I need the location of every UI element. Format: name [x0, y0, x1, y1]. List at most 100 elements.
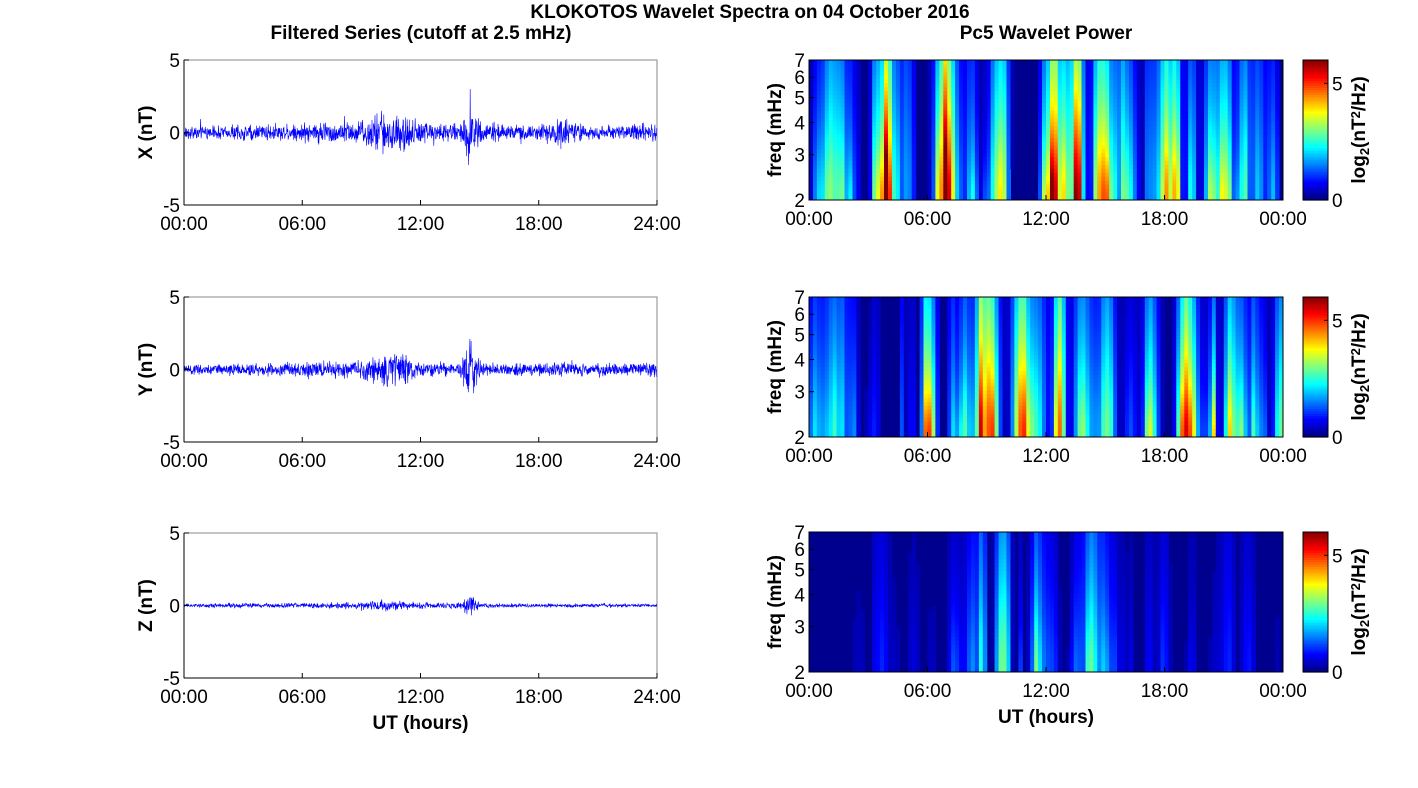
- spectrum-cell: [907, 122, 913, 127]
- spectrum-cell: [1271, 149, 1276, 154]
- spectrum-cell: [1219, 114, 1225, 119]
- colorbar-cell: [1303, 76, 1328, 80]
- spectrum-cell: [809, 188, 814, 193]
- spectrum-cell: [1057, 110, 1063, 116]
- spectrum-cell: [813, 180, 818, 186]
- spectrum-cell: [1109, 71, 1114, 77]
- spectrum-cell: [1061, 180, 1067, 186]
- spectrum-cell: [1255, 122, 1260, 127]
- spectrum-cell: [947, 165, 952, 170]
- spectrum-cell: [1156, 192, 1162, 197]
- spectrum-cell: [907, 157, 913, 162]
- spectrum-cell: [923, 409, 928, 415]
- spectrum-cell: [1105, 122, 1110, 127]
- spectrum-cell: [1069, 157, 1075, 162]
- spectrum-cell: [1156, 180, 1162, 186]
- spectrum-cell: [1081, 75, 1086, 81]
- spectrum-cell: [872, 184, 877, 189]
- spectrum-cell: [1101, 79, 1106, 84]
- spectrum-cell: [911, 297, 917, 302]
- spectrum-cell: [1042, 130, 1047, 135]
- spectrum-cell: [809, 110, 814, 116]
- spectrum-cell: [816, 196, 822, 200]
- spectrum-cell: [828, 172, 834, 178]
- spectrum-cell: [1211, 122, 1217, 127]
- spectrum-cell: [1006, 98, 1011, 104]
- colorbar-cell: [1303, 132, 1328, 136]
- spectrum-cell: [1077, 161, 1083, 166]
- spectrum-cell: [963, 149, 968, 154]
- spectrum-cell: [1263, 98, 1268, 104]
- spectrum-cell: [872, 339, 877, 345]
- spectrum-cell: [955, 118, 960, 123]
- spectrum-cell: [872, 355, 877, 360]
- spectrum-cell: [848, 161, 853, 166]
- spectrum-cell: [1061, 196, 1067, 200]
- spectrum-cell: [1196, 188, 1201, 193]
- spectrum-cell: [1231, 71, 1237, 77]
- spectrum-cell: [1105, 102, 1110, 108]
- spectrum-cell: [1132, 71, 1138, 77]
- spectrum-cell: [1239, 75, 1244, 81]
- spectrum-cell: [1069, 79, 1075, 84]
- spectrum-cell: [824, 363, 830, 368]
- spectrum-cell: [1156, 83, 1162, 88]
- spectrum-cell: [832, 98, 838, 104]
- spectrum-cell: [1200, 71, 1205, 77]
- spectrum-cell: [974, 192, 980, 197]
- spectrum-cell: [1038, 75, 1043, 81]
- spectrum-cell: [1235, 95, 1241, 100]
- spectrum-cell: [1065, 83, 1071, 88]
- spectrum-cell: [876, 425, 881, 430]
- spectrum-cell: [872, 60, 877, 65]
- spectrum-cell: [1132, 60, 1138, 65]
- spectrum-cell: [1227, 165, 1233, 170]
- spectrum-cell: [1129, 176, 1134, 182]
- spectrum-cell: [1010, 95, 1015, 100]
- spectrum-cell: [1006, 110, 1011, 116]
- spectrum-cell: [852, 347, 857, 353]
- spectrum-cell: [986, 60, 992, 65]
- spectrum-cell: [824, 188, 830, 193]
- spectrum-cell: [1129, 184, 1134, 189]
- spectrum-cell: [876, 413, 881, 419]
- spectrum-cell: [1010, 110, 1015, 116]
- spectrum-cell: [836, 106, 842, 112]
- spectrum-cell: [911, 91, 917, 96]
- spectrum-cell: [1105, 63, 1110, 69]
- spectrum-cell: [1089, 161, 1094, 166]
- spectrum-cell: [1223, 67, 1229, 73]
- spectrum-cell: [1065, 149, 1071, 154]
- spectrum-cell: [927, 188, 932, 193]
- spectrum-cell: [1105, 130, 1110, 135]
- spectrum-cell: [1255, 165, 1260, 170]
- spectrum-cell: [832, 106, 838, 112]
- spectrum-cell: [876, 351, 881, 356]
- spectrum-cell: [820, 335, 826, 341]
- spectrum-cell: [994, 91, 1000, 96]
- spectrum-cell: [1164, 122, 1169, 127]
- spectrum-cell: [1172, 110, 1177, 116]
- spectrum-cell: [998, 98, 1004, 104]
- spectrum-cell: [978, 67, 984, 73]
- spectrum-cell: [832, 328, 838, 333]
- spectrum-cell: [1129, 153, 1134, 158]
- spectrum-cell: [1077, 118, 1083, 123]
- spectrum-cell: [963, 192, 968, 197]
- spectrum-cell: [935, 433, 940, 437]
- spectrum-cell: [931, 63, 936, 69]
- spectrum-cell: [1053, 133, 1059, 139]
- spectrum-cell: [868, 188, 873, 193]
- spectrum-cell: [955, 133, 960, 139]
- spectrum-cell: [1215, 157, 1221, 162]
- spectrum-cell: [1093, 75, 1098, 81]
- spectrum-cell: [994, 133, 1000, 139]
- spectrum-cell: [1243, 130, 1248, 135]
- spectrum-cell: [927, 137, 932, 143]
- spectrum-cell: [895, 110, 901, 116]
- spectrum-cell: [1243, 149, 1248, 154]
- spectrum-cell: [1140, 75, 1146, 81]
- spectrum-cell: [1227, 98, 1233, 104]
- spectrum-cell: [899, 145, 905, 151]
- spectrum-cell: [1267, 137, 1272, 143]
